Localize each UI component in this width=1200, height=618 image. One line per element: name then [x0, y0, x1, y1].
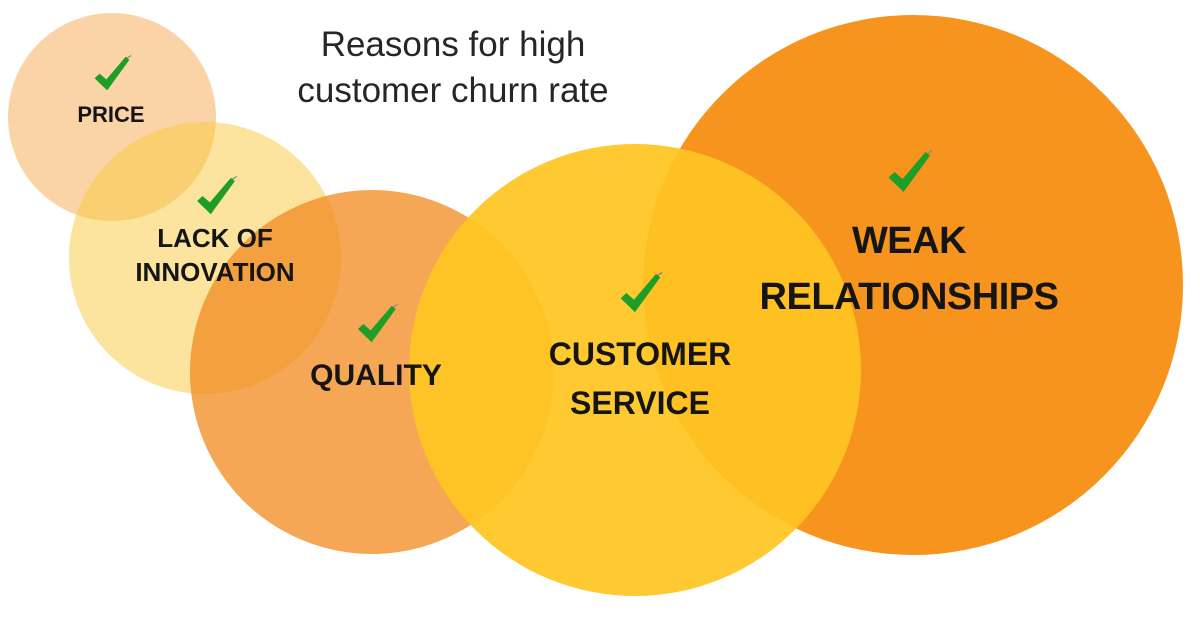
weak-relationships-label-group: WEAK RELATIONSHIPS: [760, 150, 1059, 325]
weak-relationships-label: WEAK RELATIONSHIPS: [759, 220, 1059, 318]
diagram-title: Reasons for high customer churn rate: [297, 25, 609, 110]
checkmark-icon: [620, 272, 663, 313]
quality-label-group: QUALITY: [310, 304, 442, 395]
checkmark-icon: [196, 176, 237, 215]
quality-label: QUALITY: [310, 359, 442, 392]
price-label: PRICE: [77, 102, 145, 127]
lack-of-innovation-label-group: LACK OF INNOVATION: [135, 176, 295, 289]
customer-service-label: CUSTOMER SERVICE: [548, 336, 732, 421]
customer-service-label-group: CUSTOMER SERVICE: [548, 272, 732, 428]
checkmark-icon: [94, 55, 132, 91]
lack-of-innovation-label: LACK OF INNOVATION: [135, 223, 295, 287]
checkmark-icon: [357, 304, 398, 343]
checkmark-icon: [889, 150, 933, 192]
bubble-customer-service: [409, 144, 861, 596]
price-label-group: PRICE: [77, 55, 145, 128]
